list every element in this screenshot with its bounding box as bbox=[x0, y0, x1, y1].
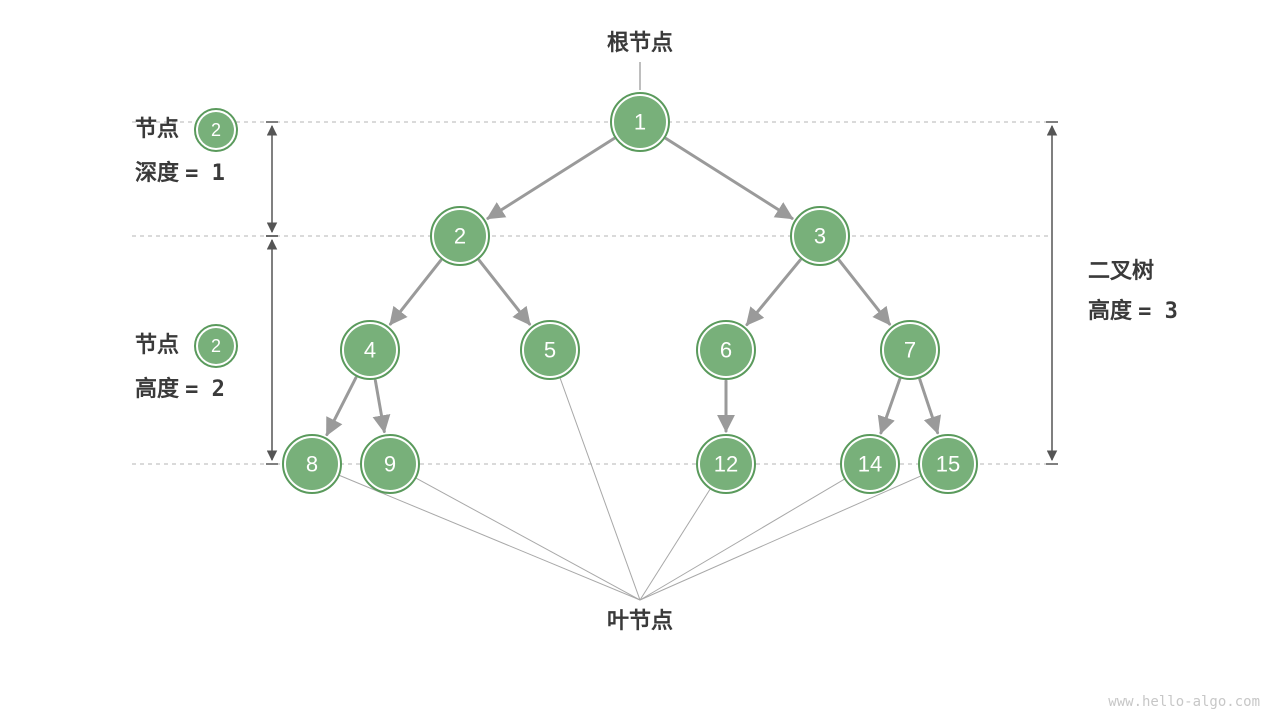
leaf-connector-9 bbox=[415, 478, 640, 600]
node-label-7: 7 bbox=[904, 338, 916, 363]
node-label-5: 5 bbox=[544, 338, 556, 363]
edge-7-14 bbox=[881, 379, 900, 433]
node-2: 2 bbox=[431, 207, 489, 265]
leaf-connector-8 bbox=[339, 475, 640, 600]
leaf-connector-lines bbox=[339, 377, 922, 600]
node-label-9: 9 bbox=[384, 452, 396, 477]
leaf-connector-5 bbox=[560, 377, 640, 600]
edge-1-2 bbox=[488, 139, 614, 219]
node-15: 15 bbox=[919, 435, 977, 493]
tree-title: 二叉树 bbox=[1088, 258, 1154, 283]
node-label-15: 15 bbox=[936, 452, 960, 477]
leaf-label: 叶节点 bbox=[607, 608, 673, 633]
node-8: 8 bbox=[283, 435, 341, 493]
tree-height-line: 高度 = 3 bbox=[1088, 298, 1178, 324]
node-4: 4 bbox=[341, 321, 399, 379]
node-7: 7 bbox=[881, 321, 939, 379]
node-label-3: 3 bbox=[814, 224, 826, 249]
root-label: 根节点 bbox=[607, 30, 673, 55]
height-value-line: 高度 = 2 bbox=[135, 376, 225, 402]
edge-4-8 bbox=[327, 378, 356, 435]
height-badge: 2 bbox=[195, 325, 237, 367]
height-node-prefix: 节点 bbox=[135, 332, 179, 357]
svg-text:2: 2 bbox=[211, 120, 221, 140]
edge-4-9 bbox=[375, 381, 384, 432]
node-3: 3 bbox=[791, 207, 849, 265]
tree-edges bbox=[327, 139, 938, 435]
node-9: 9 bbox=[361, 435, 419, 493]
edge-2-4 bbox=[390, 260, 440, 324]
depth-badge: 2 bbox=[195, 109, 237, 151]
node-14: 14 bbox=[841, 435, 899, 493]
node-label-6: 6 bbox=[720, 338, 732, 363]
node-5: 5 bbox=[521, 321, 579, 379]
depth-node-prefix: 节点 bbox=[135, 116, 179, 141]
edge-1-3 bbox=[666, 139, 792, 219]
node-1: 1 bbox=[611, 93, 669, 151]
node-label-1: 1 bbox=[634, 110, 646, 135]
edge-7-15 bbox=[920, 379, 938, 432]
edge-2-5 bbox=[479, 260, 529, 324]
leaf-connector-12 bbox=[640, 489, 711, 600]
node-label-8: 8 bbox=[306, 452, 318, 477]
node-12: 12 bbox=[697, 435, 755, 493]
svg-text:2: 2 bbox=[211, 336, 221, 356]
level-guides bbox=[132, 122, 1052, 464]
node-label-4: 4 bbox=[364, 338, 376, 363]
binary-tree-diagram: 123456789121415 根节点叶节点节点2深度 = 1节点2高度 = 2… bbox=[0, 0, 1280, 720]
edge-3-6 bbox=[747, 260, 800, 325]
leaf-connector-14 bbox=[640, 479, 845, 600]
node-label-12: 12 bbox=[714, 452, 738, 477]
footer-watermark: www.hello-algo.com bbox=[1108, 694, 1260, 710]
node-label-2: 2 bbox=[454, 224, 466, 249]
dimension-brackets bbox=[266, 122, 1058, 464]
node-label-14: 14 bbox=[858, 452, 882, 477]
leaf-connector-15 bbox=[640, 476, 921, 600]
depth-value-line: 深度 = 1 bbox=[135, 160, 225, 186]
node-6: 6 bbox=[697, 321, 755, 379]
edge-3-7 bbox=[839, 260, 889, 324]
tree-nodes: 123456789121415 bbox=[283, 93, 977, 493]
